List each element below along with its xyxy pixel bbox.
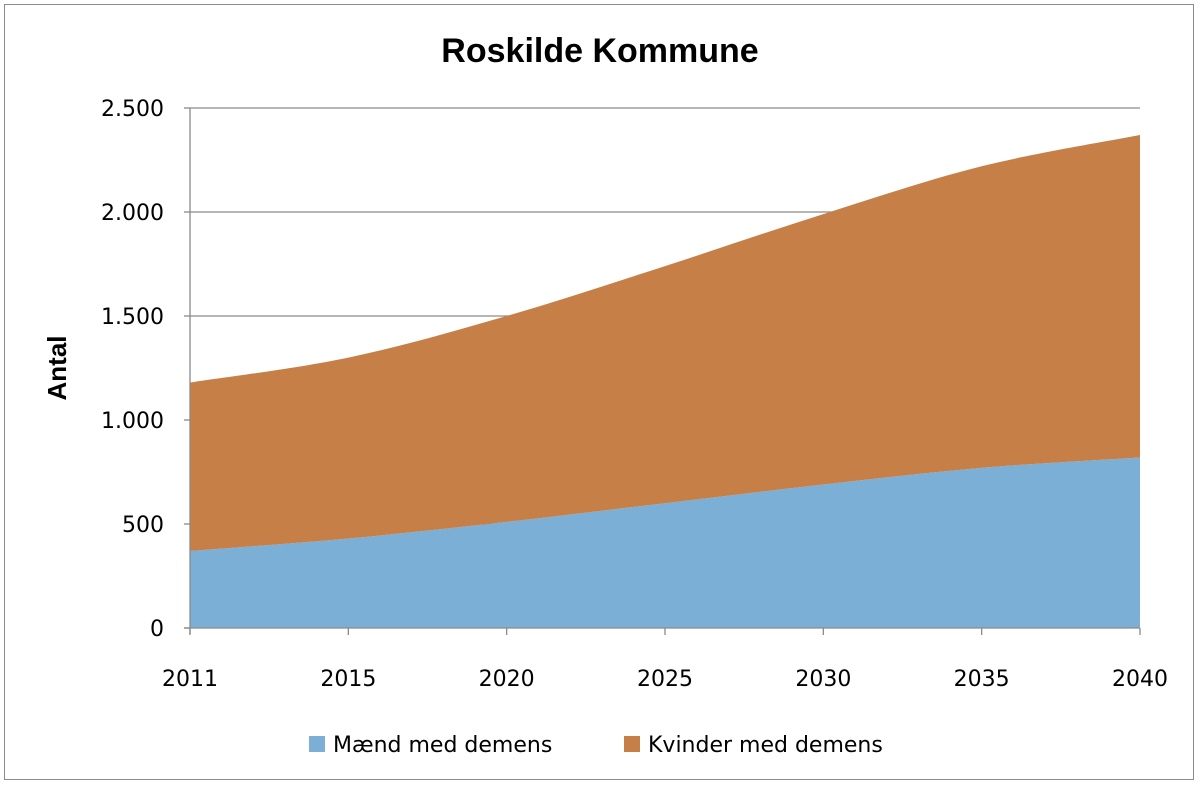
y-tick-label-0: 0 <box>150 617 164 642</box>
legend-swatch-0 <box>309 736 325 752</box>
legend-swatch-1 <box>624 736 640 752</box>
x-tick-label-0: 2011 <box>162 667 218 692</box>
axes <box>184 107 1141 635</box>
y-tick-label-4: 2.000 <box>101 201 164 226</box>
y-tick-label-1: 500 <box>122 513 164 538</box>
series-area-0 <box>190 457 1140 628</box>
legend: Mænd med demens Kvinder med demens <box>309 733 883 758</box>
x-tick-label-4: 2030 <box>795 667 851 692</box>
y-axis-label: Antal <box>42 336 72 401</box>
x-tick-label-5: 2035 <box>954 667 1010 692</box>
y-tick-labels: 0 500 1.000 1.500 2.000 2.500 <box>101 97 164 642</box>
series-area-1 <box>190 135 1140 552</box>
x-tick-label-3: 2025 <box>637 667 693 692</box>
y-tick-label-5: 2.500 <box>101 97 164 122</box>
legend-label-1: Kvinder med demens <box>648 733 883 758</box>
series-areas <box>190 135 1140 628</box>
x-tick-label-6: 2040 <box>1112 667 1168 692</box>
y-tick-label-2: 1.000 <box>101 409 164 434</box>
y-tick-label-3: 1.500 <box>101 305 164 330</box>
chart-title: Roskilde Kommune <box>441 32 758 70</box>
x-tick-label-2: 2020 <box>479 667 535 692</box>
legend-label-0: Mænd med demens <box>333 733 552 758</box>
x-tick-label-1: 2015 <box>320 667 376 692</box>
x-tick-labels: 2011 2015 2020 2025 2030 2035 2040 <box>162 667 1168 692</box>
